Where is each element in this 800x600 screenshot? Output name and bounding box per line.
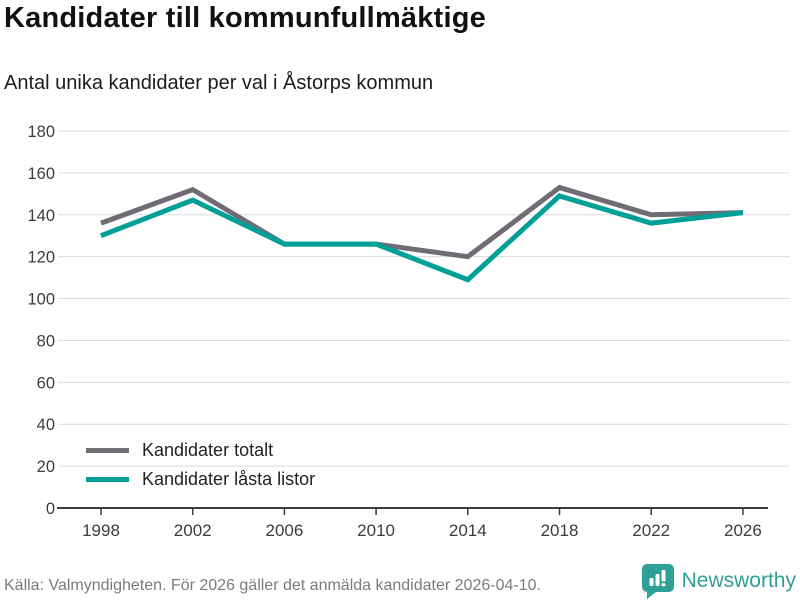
y-axis-tick-label: 100 [27, 291, 55, 309]
y-axis-tick-label: 160 [27, 165, 55, 183]
y-axis-tick-label: 80 [37, 332, 55, 350]
legend-swatch-totalt [86, 448, 129, 453]
y-axis-tick-label: 20 [37, 458, 55, 476]
y-axis-tick-label: 140 [27, 207, 55, 225]
legend-label-totalt: Kandidater totalt [142, 440, 274, 460]
page-title: Kandidater till kommunfullmäktige [4, 2, 486, 34]
x-axis-tick-label: 2002 [174, 521, 212, 540]
legend-item-totalt: Kandidater totalt [86, 436, 315, 465]
newsworthy-bar-chart-bubble-icon [641, 564, 674, 599]
bar-medium [655, 574, 660, 586]
x-axis-tick-label: 2010 [357, 521, 395, 540]
y-axis-tick-label: 40 [37, 416, 55, 434]
newsworthy-logo: Newsworthy [641, 563, 796, 599]
y-axis-tick-label: 60 [37, 374, 55, 392]
x-axis-tick-label: 2022 [632, 521, 670, 540]
chart-subtitle: Antal unika kandidater per val i Åstorps… [4, 72, 434, 94]
y-axis-tick-label: 180 [27, 123, 55, 141]
series-line-1 [100, 193, 744, 283]
brand-name: Newsworthy [681, 569, 796, 592]
bar-tall-exclamation [661, 570, 666, 582]
chart-legend: Kandidater totalt Kandidater låsta listo… [86, 436, 315, 494]
x-axis-tick-label: 2014 [449, 521, 487, 540]
legend-label-lasta-listor: Kandidater låsta listor [142, 469, 316, 489]
x-axis-tick-label: 1998 [82, 521, 120, 540]
bar-short [649, 578, 654, 586]
x-axis-tick-label: 2018 [541, 521, 579, 540]
source-attribution: Källa: Valmyndigheten. För 2026 gäller d… [4, 577, 541, 594]
legend-swatch-lasta-listor [86, 477, 129, 482]
legend-item-lasta-listor: Kandidater låsta listor [86, 465, 315, 494]
series-line-0 [100, 184, 743, 260]
exclamation-dot [661, 583, 666, 587]
y-axis-tick-label: 0 [46, 500, 55, 518]
y-axis-tick-label: 120 [27, 249, 55, 267]
x-axis-tick-label: 2026 [724, 521, 762, 540]
x-axis-tick-label: 2006 [265, 521, 303, 540]
